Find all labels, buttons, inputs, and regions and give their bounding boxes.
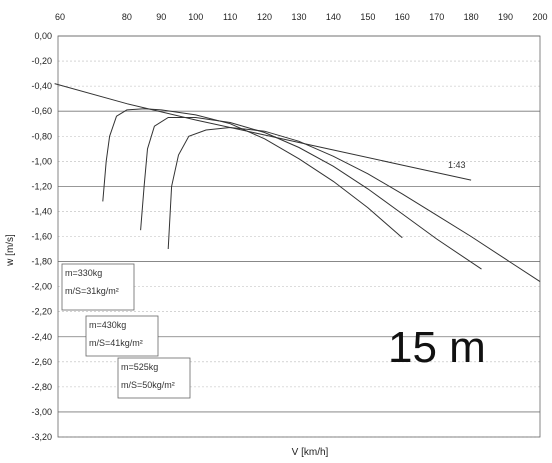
annotation-text: m/S=31kg/m² — [65, 286, 119, 296]
mass-annotation-1: m=330kg m/S=31kg/m² — [61, 263, 135, 311]
plot-frame — [57, 35, 541, 438]
mass-annotation-3: m=525kg m/S=50kg/m² — [117, 357, 191, 399]
x-tick-label: 190 — [498, 12, 513, 22]
x-tick-label: 140 — [326, 12, 341, 22]
y-tick-label: -1,00 — [31, 156, 52, 166]
annotation-box — [61, 263, 135, 311]
y-tick-label: -2,60 — [31, 357, 52, 367]
y-tick-label: -0,60 — [31, 106, 52, 116]
curves — [54, 83, 541, 283]
y-tick-label: -3,20 — [31, 432, 52, 442]
grid — [57, 35, 541, 438]
annotation-box — [117, 357, 191, 399]
x-tick-label: 60 — [55, 12, 65, 22]
x-tick-label: 110 — [223, 12, 237, 22]
x-tick-label: 130 — [291, 12, 306, 22]
annotation-text: m/S=50kg/m² — [121, 380, 175, 390]
y-axis-label: w [m/s] — [5, 234, 16, 267]
y-tick-labels: 0,00 -0,20 -0,40 -0,60 -0,80 -1,00 -1,20 -1,40 -… — [31, 31, 52, 442]
polar-curve-2 — [140, 117, 482, 270]
x-tick-label: 160 — [395, 12, 410, 22]
y-tick-label: -1,20 — [31, 181, 52, 191]
y-tick-label: -1,60 — [31, 232, 52, 242]
annotation-text: m/S=41kg/m² — [89, 338, 143, 348]
glide-ratio-label: 1:43 — [448, 160, 466, 170]
x-tick-label: 180 — [464, 12, 479, 22]
y-tick-label: -0,40 — [31, 81, 52, 91]
polar-curve-3 — [167, 126, 541, 283]
polar-curve-1 — [102, 108, 403, 239]
mass-annotation-2: m=430kg m/S=41kg/m² — [85, 315, 159, 357]
x-tick-label: 80 — [122, 12, 132, 22]
y-tick-label: 0,00 — [34, 31, 52, 41]
x-tick-label: 200 — [532, 12, 547, 22]
annotation-text: m=525kg — [121, 362, 158, 372]
annotation-box — [85, 315, 159, 357]
annotations: m=330kg m/S=31kg/m² m=430kg m/S=41kg/m² m=52… — [61, 263, 191, 399]
y-tick-label: -2,80 — [31, 382, 52, 392]
y-tick-label: -2,00 — [31, 282, 52, 292]
x-tick-label: 90 — [156, 12, 166, 22]
y-tick-label: -0,80 — [31, 131, 52, 141]
annotation-text: m=330kg — [65, 268, 102, 278]
x-tick-label: 120 — [257, 12, 272, 22]
y-tick-label: -2,20 — [31, 307, 52, 317]
y-tick-label: -1,40 — [31, 206, 52, 216]
x-tick-label: 100 — [188, 12, 203, 22]
y-tick-label: -1,80 — [31, 257, 52, 267]
x-tick-label: 150 — [360, 12, 375, 22]
x-tick-label: 170 — [429, 12, 444, 22]
annotation-text: m=430kg — [89, 320, 126, 330]
y-tick-label: -3,00 — [31, 407, 52, 417]
x-tick-labels: 60 80 90 100 110 120 130 140 150 160 170 180 190 200 — [55, 12, 548, 22]
height-label: 15 m — [388, 323, 486, 372]
y-tick-label: -0,20 — [31, 56, 52, 66]
x-axis-label: V [km/h] — [292, 447, 329, 458]
glide-ratio-line — [54, 83, 472, 181]
y-tick-label: -2,40 — [31, 332, 52, 342]
